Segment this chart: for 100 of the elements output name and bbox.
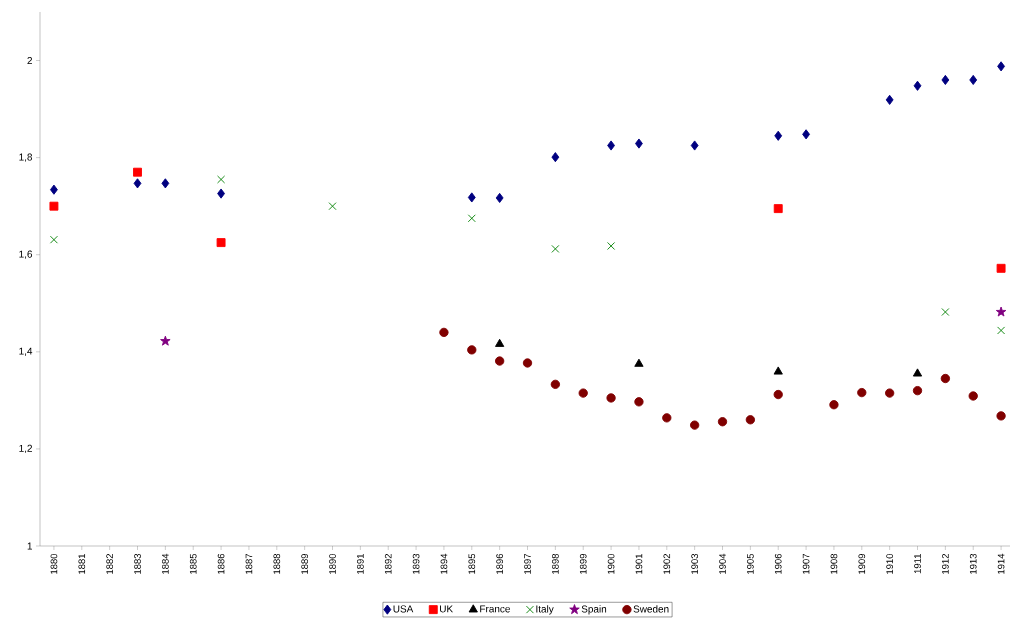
point — [717, 417, 728, 427]
point — [995, 306, 1007, 317]
point — [495, 192, 504, 203]
x-tick-label: 1911 — [914, 553, 921, 574]
x-tick-label: 1880 — [50, 553, 58, 574]
point — [495, 356, 505, 366]
point — [551, 244, 560, 253]
x-tick-label: 1900 — [607, 553, 615, 574]
point — [857, 387, 867, 398]
legend-label: Spain — [581, 605, 607, 615]
x-tick-label: 1909 — [858, 553, 866, 574]
y-tick-label: 1,6 — [19, 250, 33, 259]
point — [607, 242, 616, 250]
legend-label: USA — [393, 605, 414, 613]
point — [607, 140, 615, 151]
x-tick-label: 1889 — [301, 553, 308, 574]
point — [467, 192, 476, 203]
point — [996, 263, 1006, 273]
x-tick-label: 1913 — [969, 553, 977, 574]
legend-label: France — [480, 605, 510, 613]
x-tick-label: 1896 — [496, 553, 503, 574]
point — [606, 393, 616, 403]
point — [802, 129, 810, 140]
point — [997, 61, 1005, 72]
point — [635, 138, 643, 149]
x-tick-label: 1894 — [440, 553, 448, 574]
x-tick-label: 1892 — [384, 553, 392, 574]
point — [913, 80, 922, 91]
point — [161, 178, 170, 189]
legend-label: Italy — [536, 605, 554, 615]
point — [522, 358, 533, 368]
point — [773, 389, 783, 400]
point — [467, 345, 477, 355]
point — [829, 400, 839, 410]
point — [551, 152, 560, 163]
point — [885, 94, 894, 105]
point — [997, 326, 1006, 335]
point — [160, 335, 171, 346]
x-tick-label: 1901 — [635, 553, 643, 574]
y-tick-label: 1,4 — [19, 347, 33, 356]
y-tick-label: 1,8 — [19, 153, 33, 162]
point — [467, 214, 476, 223]
point — [940, 373, 951, 384]
point — [690, 420, 700, 430]
point — [133, 178, 142, 189]
point — [439, 327, 449, 338]
point — [968, 391, 978, 401]
x-tick-label: 1899 — [579, 553, 587, 574]
x-tick-label: 1887 — [245, 553, 253, 574]
x-tick-label: 1914 — [997, 553, 1005, 574]
x-tick-label: 1891 — [357, 553, 364, 574]
point — [49, 201, 59, 211]
point — [745, 415, 756, 425]
point — [49, 235, 58, 244]
x-tick-label: 1883 — [134, 553, 141, 574]
point — [550, 379, 561, 389]
x-tick-label: 1906 — [774, 553, 782, 574]
point — [912, 368, 923, 377]
point — [495, 338, 505, 347]
point — [217, 188, 225, 199]
x-tick-label: 1881 — [78, 553, 86, 574]
point — [912, 386, 923, 396]
x-tick-label: 1893 — [412, 553, 420, 574]
y-tick-label: 1,2 — [19, 444, 32, 454]
point — [662, 413, 672, 423]
point — [996, 411, 1006, 421]
x-tick-label: 1884 — [162, 553, 169, 574]
x-tick-label: 1908 — [830, 553, 838, 574]
legend-label: UK — [440, 605, 453, 613]
y-tick-label: 2 — [27, 57, 32, 65]
point — [50, 184, 58, 195]
x-tick-label: 1895 — [468, 553, 476, 574]
x-tick-label: 1904 — [719, 553, 726, 574]
x-tick-label: 1912 — [942, 553, 949, 574]
point — [578, 388, 588, 398]
point — [133, 167, 142, 177]
x-tick-label: 1905 — [747, 553, 754, 574]
point — [216, 238, 226, 248]
point — [690, 140, 699, 151]
point — [885, 388, 895, 398]
point — [773, 366, 783, 375]
x-tick-label: 1886 — [217, 553, 225, 574]
x-tick-label: 1903 — [691, 553, 698, 574]
x-tick-label: 1882 — [106, 553, 113, 574]
point — [328, 202, 337, 211]
point — [634, 397, 644, 407]
y-tick-label: 1 — [27, 542, 32, 550]
point — [941, 308, 950, 316]
point — [217, 175, 226, 184]
x-tick-label: 1885 — [189, 553, 197, 574]
point — [773, 204, 783, 214]
point — [634, 358, 644, 367]
legend-label: Sweden — [633, 605, 669, 613]
point — [969, 74, 978, 86]
point — [941, 74, 950, 86]
point — [774, 130, 783, 141]
x-tick-label: 1902 — [663, 553, 671, 574]
x-tick-label: 1898 — [552, 553, 559, 574]
x-tick-label: 1910 — [886, 553, 893, 574]
x-tick-label: 1888 — [273, 553, 281, 574]
